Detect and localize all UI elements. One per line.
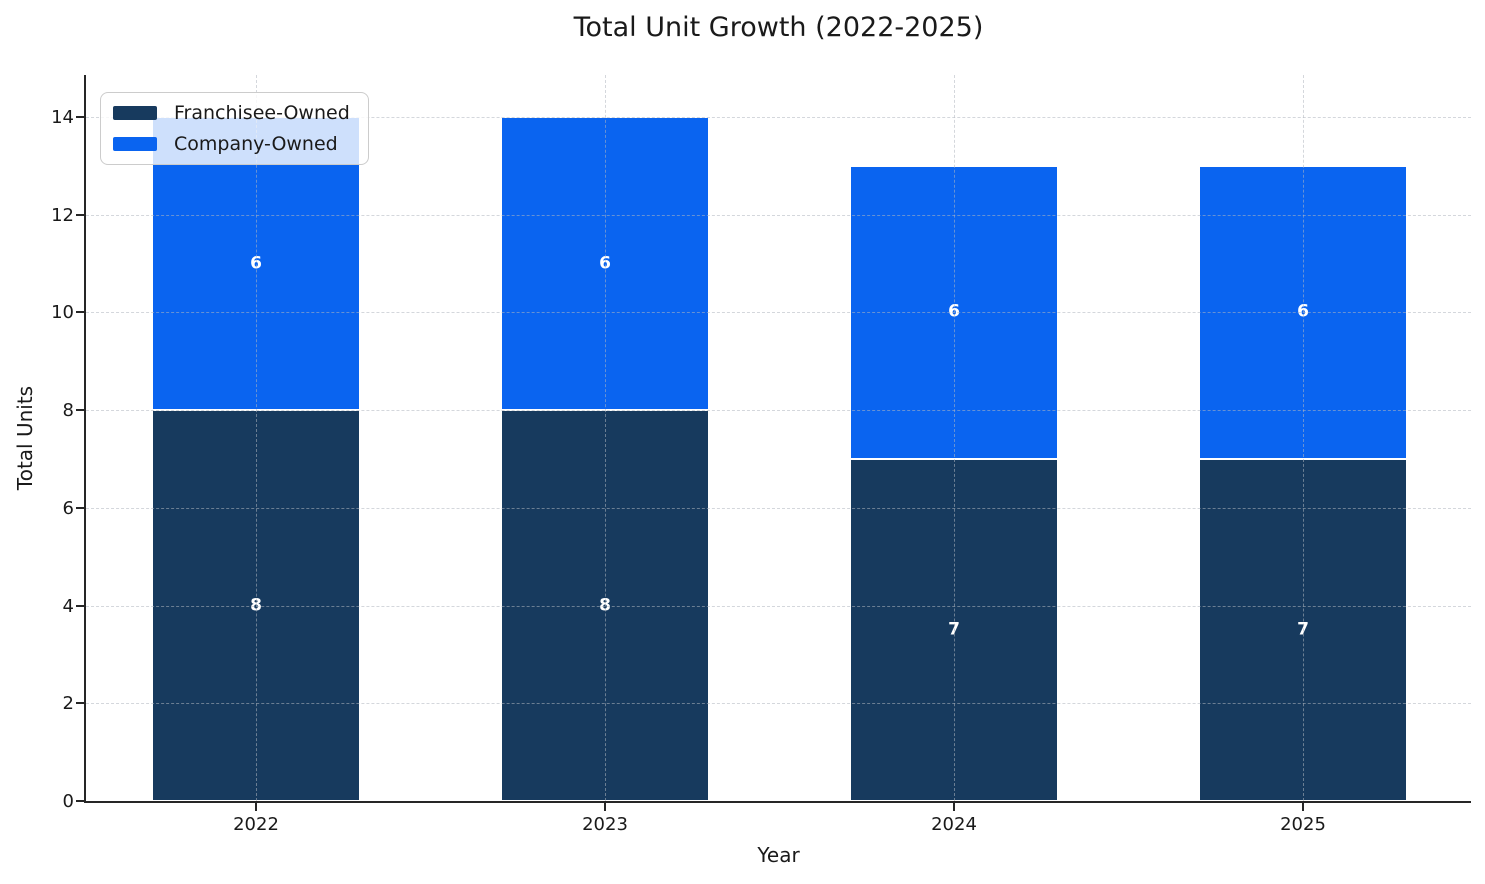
y-axis-tick bbox=[76, 506, 84, 509]
x-axis-tick bbox=[255, 803, 257, 811]
legend-item-franchisee-owned: Franchisee-Owned bbox=[113, 102, 350, 124]
gridline-vertical bbox=[954, 75, 955, 801]
y-axis-tick bbox=[76, 213, 84, 216]
chart-title: Total Unit Growth (2022-2025) bbox=[573, 12, 984, 43]
y-axis-tick bbox=[76, 604, 84, 607]
x-tick-label: 2024 bbox=[931, 814, 977, 835]
y-tick-label: 2 bbox=[62, 693, 74, 715]
x-axis-spine bbox=[84, 801, 1471, 803]
y-tick-label: 4 bbox=[62, 595, 74, 617]
y-tick-label: 6 bbox=[62, 497, 74, 519]
x-tick-label: 2023 bbox=[582, 814, 628, 835]
legend-item-company-owned: Company-Owned bbox=[113, 133, 350, 155]
legend-label: Franchisee-Owned bbox=[174, 102, 350, 124]
gridline-vertical bbox=[605, 75, 606, 801]
y-axis-tick bbox=[76, 311, 84, 314]
y-axis-tick bbox=[76, 702, 84, 705]
y-tick-label: 14 bbox=[51, 107, 74, 129]
legend: Franchisee-Owned Company-Owned bbox=[100, 92, 369, 165]
legend-swatch bbox=[113, 137, 157, 151]
x-tick-label: 2022 bbox=[233, 814, 279, 835]
gridline-horizontal bbox=[86, 214, 1471, 216]
y-tick-label: 10 bbox=[51, 302, 74, 324]
y-tick-label: 0 bbox=[62, 791, 74, 812]
gridline-horizontal bbox=[86, 703, 1471, 705]
x-axis-tick bbox=[953, 803, 955, 811]
x-axis-tick bbox=[1302, 803, 1304, 811]
y-axis-tick bbox=[76, 409, 84, 412]
x-tick-label: 2025 bbox=[1280, 814, 1326, 835]
gridline-horizontal bbox=[86, 507, 1471, 509]
gridline-vertical bbox=[256, 75, 257, 801]
x-axis-tick bbox=[604, 803, 606, 811]
y-axis-spine bbox=[84, 75, 86, 803]
legend-label: Company-Owned bbox=[174, 133, 338, 155]
y-tick-label: 12 bbox=[51, 204, 74, 226]
gridline-vertical bbox=[1303, 75, 1304, 801]
gridline-horizontal bbox=[86, 605, 1471, 607]
legend-swatch bbox=[113, 106, 157, 120]
gridline-horizontal bbox=[86, 117, 1471, 119]
gridline-horizontal bbox=[86, 410, 1471, 412]
y-axis-tick bbox=[76, 116, 84, 119]
y-tick-label: 8 bbox=[62, 400, 74, 422]
y-axis-tick bbox=[76, 800, 84, 802]
gridline-horizontal bbox=[86, 312, 1471, 314]
x-axis-title: Year bbox=[757, 843, 800, 867]
